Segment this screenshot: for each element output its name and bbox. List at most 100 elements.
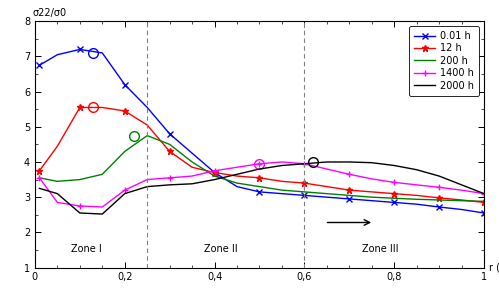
2000 h [301, 162, 307, 166]
0.01 h [301, 194, 307, 197]
1400 h [391, 181, 397, 184]
200 h [414, 198, 420, 201]
Text: Zone III: Zone III [362, 244, 399, 254]
1400 h [36, 176, 42, 180]
12 h [77, 106, 83, 109]
2000 h [36, 187, 42, 190]
12 h [144, 123, 150, 127]
1400 h [459, 188, 465, 192]
0.01 h [481, 211, 487, 215]
200 h [324, 192, 330, 195]
2000 h [144, 185, 150, 188]
0.01 h [436, 205, 442, 209]
Line: 2000 h: 2000 h [39, 162, 484, 214]
0.01 h [99, 51, 105, 55]
0.01 h [324, 195, 330, 199]
200 h [122, 150, 128, 153]
0.01 h [459, 208, 465, 211]
2000 h [369, 161, 375, 164]
0.01 h [122, 83, 128, 86]
12 h [279, 179, 285, 183]
12 h [256, 176, 262, 180]
12 h [346, 188, 352, 192]
200 h [212, 174, 218, 178]
12 h [436, 196, 442, 200]
0.01 h [54, 53, 60, 57]
2000 h [54, 192, 60, 195]
0.01 h [391, 201, 397, 204]
2000 h [234, 172, 240, 176]
12 h [459, 198, 465, 202]
1400 h [481, 192, 487, 195]
1400 h [189, 174, 195, 178]
2000 h [167, 183, 173, 187]
12 h [122, 109, 128, 113]
1400 h [301, 162, 307, 166]
12 h [414, 194, 420, 197]
0.01 h [167, 132, 173, 136]
200 h [189, 160, 195, 164]
1400 h [369, 177, 375, 181]
1400 h [122, 188, 128, 192]
12 h [99, 106, 105, 109]
Text: Zone I: Zone I [71, 244, 102, 254]
12 h [212, 171, 218, 174]
1400 h [234, 165, 240, 169]
200 h [36, 176, 42, 180]
2000 h [459, 183, 465, 187]
Line: 1400 h: 1400 h [36, 158, 488, 210]
0.01 h [36, 64, 42, 67]
Line: 12 h: 12 h [36, 104, 488, 206]
1400 h [279, 160, 285, 164]
2000 h [346, 160, 352, 164]
12 h [301, 181, 307, 185]
12 h [391, 192, 397, 195]
0.01 h [279, 192, 285, 195]
12 h [481, 201, 487, 204]
1400 h [54, 201, 60, 204]
12 h [324, 185, 330, 188]
Line: 200 h: 200 h [39, 136, 484, 201]
1400 h [167, 176, 173, 180]
0.01 h [256, 190, 262, 194]
200 h [301, 190, 307, 194]
200 h [369, 195, 375, 199]
200 h [391, 196, 397, 200]
1400 h [99, 205, 105, 209]
0.01 h [234, 185, 240, 188]
2000 h [279, 164, 285, 167]
200 h [234, 181, 240, 185]
200 h [436, 198, 442, 202]
2000 h [99, 212, 105, 216]
1400 h [144, 178, 150, 181]
12 h [54, 144, 60, 148]
200 h [167, 143, 173, 146]
12 h [369, 190, 375, 194]
12 h [189, 165, 195, 169]
Text: r (mm): r (mm) [489, 263, 499, 272]
Text: σ22/σ0: σ22/σ0 [33, 8, 67, 18]
2000 h [189, 182, 195, 186]
200 h [99, 172, 105, 176]
2000 h [391, 164, 397, 167]
2000 h [324, 160, 330, 164]
1400 h [77, 204, 83, 208]
200 h [77, 178, 83, 181]
1400 h [212, 169, 218, 173]
200 h [459, 199, 465, 202]
Legend: 0.01 h, 12 h, 200 h, 1400 h, 2000 h: 0.01 h, 12 h, 200 h, 1400 h, 2000 h [409, 26, 479, 95]
12 h [36, 169, 42, 173]
200 h [346, 194, 352, 197]
1400 h [414, 183, 420, 187]
200 h [54, 179, 60, 183]
0.01 h [414, 202, 420, 206]
12 h [167, 150, 173, 153]
2000 h [481, 192, 487, 195]
0.01 h [346, 197, 352, 201]
2000 h [256, 167, 262, 171]
1400 h [346, 172, 352, 176]
0.01 h [189, 151, 195, 155]
1400 h [324, 167, 330, 171]
1400 h [256, 162, 262, 166]
200 h [144, 134, 150, 137]
